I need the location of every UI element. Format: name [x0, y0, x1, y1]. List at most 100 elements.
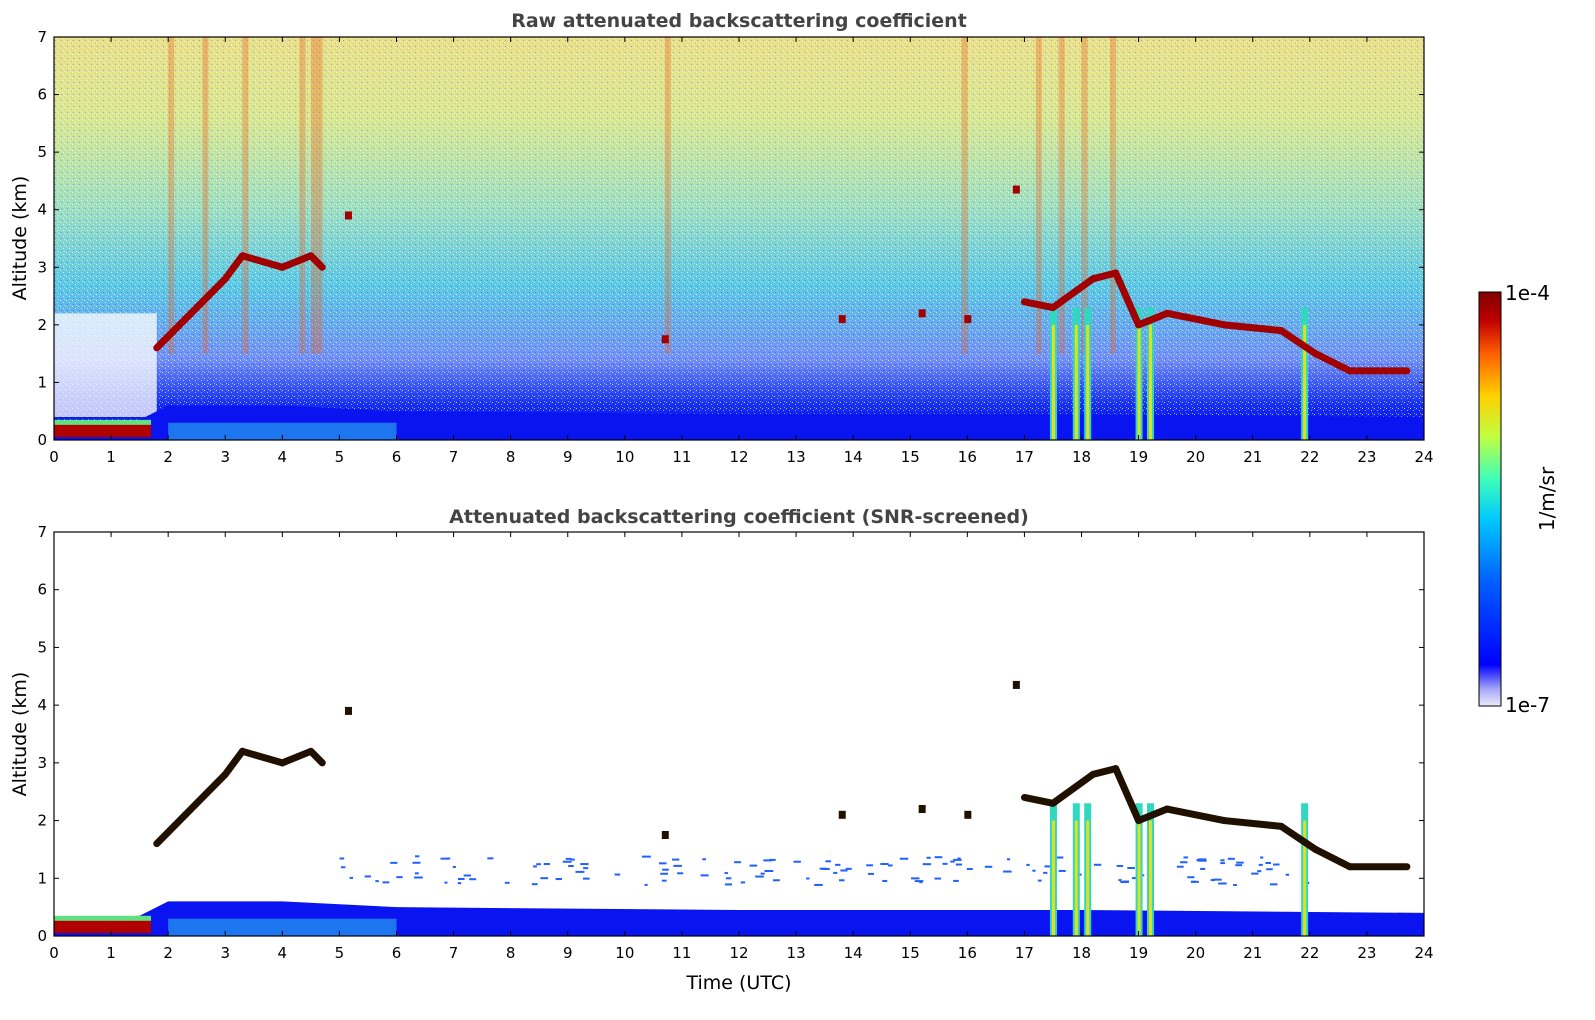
screened-speck: [1120, 881, 1129, 884]
x-tick-label: 7: [449, 944, 459, 962]
cloud-layer-ascending-segment: [221, 252, 246, 283]
raw-noise-streak: [242, 37, 249, 354]
screened-speck: [1187, 876, 1195, 879]
x-tick-label: 5: [335, 448, 345, 466]
screened-speck: [950, 860, 955, 863]
x-tick-label: 4: [278, 944, 288, 962]
screened-panel-title: Attenuated backscattering coefficient (S…: [449, 506, 1029, 528]
y-tick-label: 4: [37, 696, 47, 714]
screened-panel: Attenuated backscattering coefficient (S…: [9, 506, 1434, 994]
screened-speck: [966, 868, 973, 871]
x-tick-label: 4: [278, 448, 288, 466]
screened-speck: [1218, 882, 1226, 885]
screened-speck: [641, 855, 651, 858]
screened-speck: [1026, 863, 1030, 866]
surface-layer-cloud: [54, 918, 152, 934]
screened-speck: [457, 877, 465, 880]
screened-speck: [1180, 861, 1188, 864]
x-tick-label: 14: [844, 944, 863, 962]
screened-speck: [793, 860, 801, 863]
screened-speck: [1190, 880, 1196, 883]
cloud-fragment: [344, 211, 352, 220]
cloud-layer-evening-segment: [1220, 817, 1285, 830]
cloud-layer-evening-segment: [1312, 845, 1354, 871]
screened-speck: [734, 861, 742, 864]
screened-speck: [724, 883, 733, 886]
cloud-layer-ascending-segment: [307, 747, 326, 767]
screened-speck: [1233, 884, 1237, 887]
raw-noise-streak: [202, 37, 209, 354]
screened-speck: [899, 857, 909, 860]
screened-speck: [504, 881, 510, 884]
screened-speck: [1220, 859, 1225, 862]
x-tick-label: 22: [1300, 448, 1319, 466]
cloud-fragment: [1012, 185, 1020, 194]
x-tick-label: 19: [1129, 944, 1148, 962]
cloud-fragment: [661, 831, 669, 839]
screened-speck: [440, 857, 449, 860]
screened-speck: [922, 863, 932, 866]
precipitation-core: [1086, 820, 1090, 936]
raw-panel: Raw attenuated backscattering coefficien…: [9, 10, 1434, 466]
raw-noise-speckle: [54, 37, 1424, 440]
screened-speck: [955, 863, 963, 866]
y-tick-label: 6: [37, 581, 47, 599]
raw-noise-streak: [1110, 37, 1117, 354]
x-tick-label: 0: [49, 944, 59, 962]
screened-speck: [390, 861, 398, 864]
x-tick-label: 10: [615, 448, 634, 466]
cloud-layer-evening-segment: [1220, 321, 1285, 335]
y-tick-label: 7: [37, 28, 47, 46]
x-tick-label: 3: [220, 448, 230, 466]
raw-noise-streak: [299, 37, 306, 354]
x-tick-label: 20: [1186, 944, 1205, 962]
screened-speck: [763, 859, 773, 862]
colorbar-min-label: 1e-7: [1505, 693, 1550, 717]
cloud-layer-ascending-segment: [238, 252, 286, 271]
cloud-layer-ascending-segment: [278, 747, 315, 767]
x-tick-label: 9: [563, 448, 573, 466]
x-tick-label: 23: [1357, 944, 1376, 962]
screened-speck: [839, 879, 845, 882]
screened-speck: [1258, 863, 1263, 866]
screened-speck: [672, 858, 680, 861]
screened-speck: [349, 876, 354, 879]
cloud-layer-ascending-segment: [181, 770, 229, 819]
screened-speck: [1235, 864, 1243, 867]
cloud-fragment: [661, 335, 669, 344]
screened-speck: [1032, 869, 1036, 872]
y-tick-label: 6: [37, 86, 47, 104]
cloud-layer-ascending-segment: [153, 811, 189, 848]
screened-speck: [580, 863, 589, 866]
screened-speck: [919, 881, 923, 884]
cloud-layer-evening-segment: [1089, 765, 1120, 778]
x-tick-label: 17: [1015, 448, 1034, 466]
screened-backscatter-image: [54, 680, 1424, 936]
screened-speck: [866, 864, 874, 867]
x-tick-label: 23: [1357, 448, 1376, 466]
screened-speck: [661, 879, 667, 882]
x-tick-label: 6: [392, 944, 402, 962]
screened-speck: [942, 862, 948, 865]
precipitation-core: [1051, 324, 1055, 440]
screened-speck: [926, 856, 931, 859]
cloud-fragment: [344, 706, 352, 715]
precipitation-core: [1149, 820, 1152, 936]
x-tick-label: 1: [106, 448, 116, 466]
screened-speck: [825, 860, 832, 863]
raw-x-ticks: 0 1 2 3 4 5 6 7 8 9 10 11 12 13 14 15 16 17 18 19 20 21 22 23 24: [49, 37, 1434, 466]
x-tick-label: 19: [1129, 448, 1148, 466]
x-tick-label: 0: [49, 448, 59, 466]
screened-speck: [1265, 861, 1271, 864]
screened-speck: [882, 879, 888, 882]
y-tick-label: 0: [37, 431, 47, 449]
x-tick-label: 12: [729, 944, 748, 962]
precipitation-core: [1137, 820, 1141, 936]
y-tick-label: 1: [37, 869, 47, 887]
screened-speck: [583, 867, 589, 870]
cloud-layer-evening-segment: [1163, 309, 1228, 329]
screened-speck: [375, 880, 379, 883]
screened-speck: [814, 883, 823, 886]
y-tick-label: 3: [37, 754, 47, 772]
cloud-layer-evening-segment: [1049, 275, 1097, 312]
